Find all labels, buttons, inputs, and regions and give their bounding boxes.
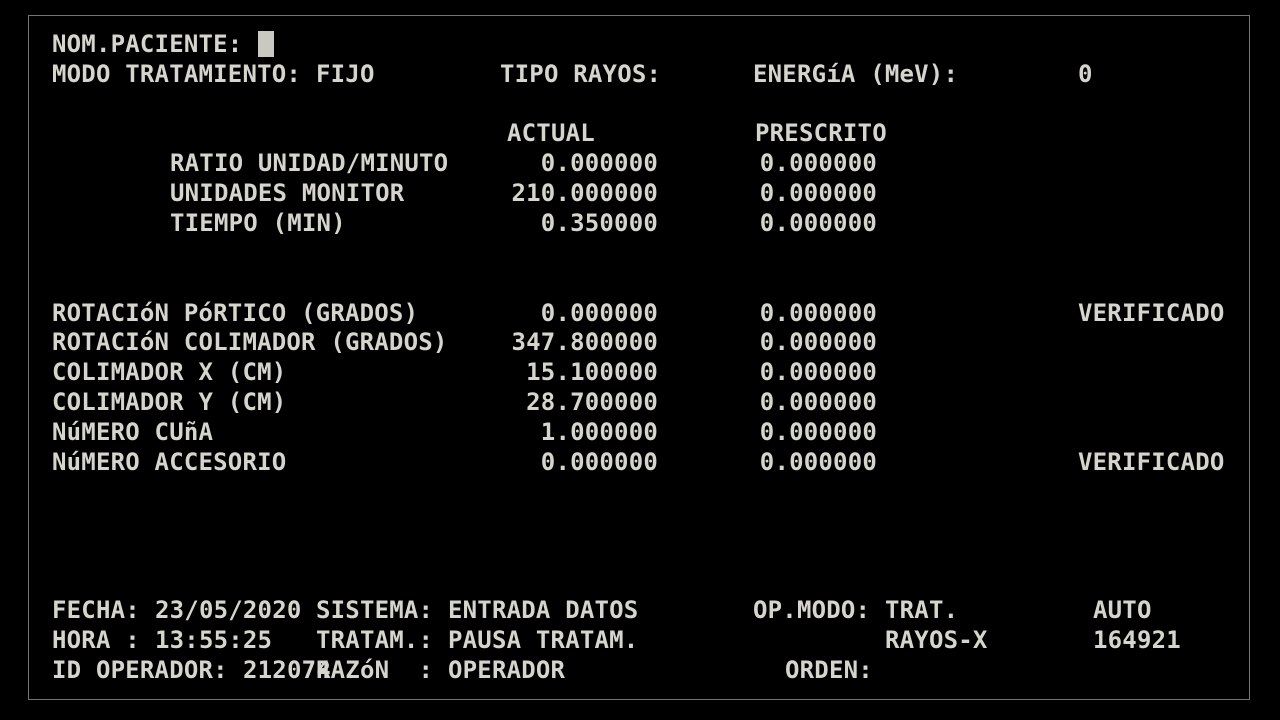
table-row: RATIO UNIDAD/MINUTO 0.000000 0.000000 [0, 148, 1280, 178]
auto-mode-value: AUTO [1093, 596, 1152, 624]
table-row: NúMERO ACCESORIO 0.000000 0.000000 VERIF… [0, 447, 1280, 477]
treatment-mode-value: FIJO [316, 60, 375, 88]
mode-row: MODO TRATAMIENTO: FIJO TIPO RAYOS: ENERG… [0, 59, 1280, 89]
operator-id-label: ID OPERADOR: [52, 656, 228, 684]
verified-status: VERIFICADO [1078, 448, 1225, 476]
treatment-status-value: PAUSA TRATAM. [448, 626, 639, 654]
row-actual-value: 1.000000 [540, 418, 658, 446]
screen-border-frame [28, 15, 1250, 700]
row-prescribed-value: 0.000000 [759, 448, 877, 476]
opmode-value: TRAT. [885, 596, 959, 624]
row-prescribed-value: 0.000000 [759, 418, 877, 446]
energy-value: 0 [1078, 60, 1093, 88]
reason-value: OPERADOR [448, 656, 566, 684]
row-label: NúMERO CUñA [52, 418, 214, 446]
row-label: TIEMPO (MIN) [170, 209, 346, 237]
table-row: COLIMADOR Y (CM) 28.700000 0.000000 [0, 387, 1280, 417]
row-prescribed-value: 0.000000 [759, 149, 877, 177]
row-label: NúMERO ACCESORIO [52, 448, 287, 476]
footer-row: FECHA: 23/05/2020 SISTEMA: ENTRADA DATOS… [0, 595, 1280, 625]
row-actual-value: 210.000000 [511, 179, 658, 207]
row-label: COLIMADOR X (CM) [52, 358, 287, 386]
operator-id-value: 212074 [243, 656, 331, 684]
row-actual-value: 347.800000 [511, 328, 658, 356]
row-actual-value: 0.000000 [540, 448, 658, 476]
row-prescribed-value: 0.000000 [759, 179, 877, 207]
system-label: SISTEMA: [316, 596, 434, 624]
row-label: RATIO UNIDAD/MINUTO [170, 149, 449, 177]
patient-name-row: NOM.PACIENTE: [0, 29, 1280, 59]
opmode-label: OP.MODO: [753, 596, 871, 624]
text-cursor[interactable] [258, 31, 274, 57]
column-header-actual: ACTUAL [507, 119, 595, 147]
row-actual-value: 15.100000 [526, 358, 658, 386]
row-prescribed-value: 0.000000 [759, 388, 877, 416]
footer-row: HORA : 13:55:25 TRATAM.: PAUSA TRATAM. R… [0, 625, 1280, 655]
date-label: FECHA: [52, 596, 140, 624]
table-row: ROTACIóN PóRTICO (GRADOS) 0.000000 0.000… [0, 298, 1280, 328]
column-header-prescribed: PRESCRITO [755, 119, 887, 147]
footer-row: ID OPERADOR: 212074 RAZóN : OPERADOR ORD… [0, 655, 1280, 685]
table-row: UNIDADES MONITOR 210.000000 0.000000 [0, 178, 1280, 208]
verified-status: VERIFICADO [1078, 299, 1225, 327]
treatment-mode-label: MODO TRATAMIENTO: [52, 60, 302, 88]
row-label: ROTACIóN COLIMADOR (GRADOS) [52, 328, 448, 356]
row-label: ROTACIóN PóRTICO (GRADOS) [52, 299, 419, 327]
row-prescribed-value: 0.000000 [759, 328, 877, 356]
row-actual-value: 28.700000 [526, 388, 658, 416]
row-prescribed-value: 0.000000 [759, 209, 877, 237]
date-value: 23/05/2020 [155, 596, 302, 624]
table-row: NúMERO CUñA 1.000000 0.000000 [0, 417, 1280, 447]
row-label: COLIMADOR Y (CM) [52, 388, 287, 416]
row-actual-value: 0.000000 [540, 149, 658, 177]
row-actual-value: 0.350000 [540, 209, 658, 237]
row-prescribed-value: 0.000000 [759, 299, 877, 327]
row-actual-value: 0.000000 [540, 299, 658, 327]
row-prescribed-value: 0.000000 [759, 358, 877, 386]
beam-mode-value: RAYOS-X [885, 626, 988, 654]
time-label: HORA : [52, 626, 140, 654]
beam-type-label: TIPO RAYOS: [500, 60, 662, 88]
reason-label: RAZóN : [316, 656, 434, 684]
table-row: ROTACIóN COLIMADOR (GRADOS) 347.800000 0… [0, 327, 1280, 357]
row-label: UNIDADES MONITOR [170, 179, 405, 207]
energy-label: ENERGíA (MeV): [753, 60, 959, 88]
order-label: ORDEN: [785, 656, 873, 684]
table-header-row: ACTUAL PRESCRITO [0, 118, 1280, 148]
beam-code-value: 164921 [1093, 626, 1181, 654]
treatment-status-label: TRATAM.: [316, 626, 434, 654]
patient-name-label: NOM.PACIENTE: [52, 30, 243, 58]
table-row: COLIMADOR X (CM) 15.100000 0.000000 [0, 357, 1280, 387]
time-value: 13:55:25 [155, 626, 273, 654]
system-value: ENTRADA DATOS [448, 596, 639, 624]
table-row: TIEMPO (MIN) 0.350000 0.000000 [0, 208, 1280, 238]
